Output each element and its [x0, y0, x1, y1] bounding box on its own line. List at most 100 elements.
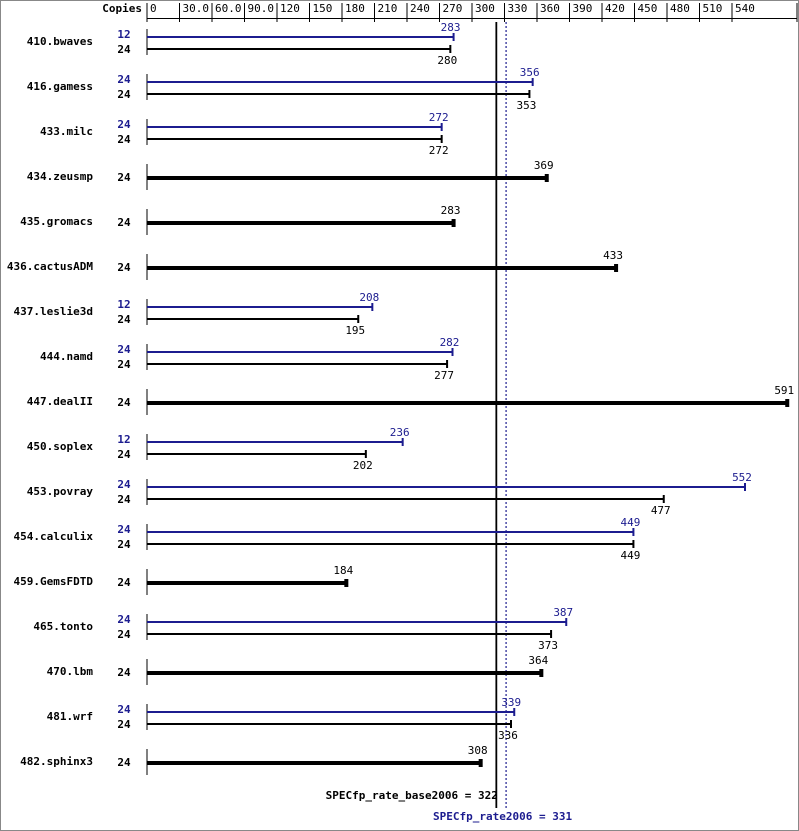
bar: [147, 540, 635, 548]
copies-label: 24: [117, 88, 131, 101]
bar: [147, 399, 790, 407]
bar: [147, 78, 534, 86]
bar: [147, 438, 404, 446]
benchmark-label: 465.tonto: [33, 620, 93, 633]
copies-label: 24: [117, 493, 131, 506]
benchmark-label: 416.gamess: [27, 80, 93, 93]
value-label: 277: [434, 369, 454, 382]
value-label: 369: [534, 159, 554, 172]
benchmark-label: 481.wrf: [47, 710, 93, 723]
x-tick-label: 270: [443, 2, 463, 15]
benchmark-label: 435.gromacs: [20, 215, 93, 228]
value-label: 336: [498, 729, 518, 742]
bar: [147, 90, 531, 98]
copies-label: 12: [117, 298, 130, 311]
value-label: 353: [516, 99, 536, 112]
bar: [147, 360, 449, 368]
value-label: 387: [553, 606, 573, 619]
copies-label: 24: [117, 576, 131, 589]
bar: [147, 315, 360, 323]
bar: [147, 720, 512, 728]
value-label: 282: [440, 336, 460, 349]
value-label: 591: [774, 384, 794, 397]
x-tick-label: 120: [280, 2, 300, 15]
bar: [147, 33, 455, 41]
value-label: 208: [359, 291, 379, 304]
bar: [147, 630, 553, 638]
bar: [147, 618, 568, 626]
copies-label: 24: [117, 216, 131, 229]
benchmark-label: 450.soplex: [27, 440, 94, 453]
x-tick-label: 450: [638, 2, 658, 15]
copies-label: 24: [117, 343, 131, 356]
x-tick-label: 180: [345, 2, 365, 15]
copies-label: 24: [117, 358, 131, 371]
value-label: 449: [620, 516, 640, 529]
bar: [147, 123, 443, 131]
benchmark-label: 444.namd: [40, 350, 93, 363]
copies-label: 24: [117, 756, 131, 769]
copies-label: 24: [117, 538, 131, 551]
bar: [147, 528, 635, 536]
x-tick-label: 240: [410, 2, 430, 15]
bar: [147, 483, 746, 491]
bar: [147, 495, 665, 503]
copies-label: 24: [117, 313, 131, 326]
value-label: 433: [603, 249, 623, 262]
copies-label: 24: [117, 261, 131, 274]
copies-label: 24: [117, 73, 131, 86]
bar: [147, 348, 454, 356]
value-label: 552: [732, 471, 752, 484]
x-tick-label: 480: [670, 2, 690, 15]
x-tick-label: 90.0: [248, 2, 275, 15]
bar: [147, 45, 452, 53]
copies-label: 24: [117, 628, 131, 641]
copies-label: 24: [117, 613, 131, 626]
value-label: 272: [429, 144, 449, 157]
benchmark-label: 447.dealII: [27, 395, 93, 408]
bar: [147, 135, 443, 143]
bar: [147, 219, 456, 227]
benchmark-label: 454.calculix: [14, 530, 94, 543]
bar: [147, 579, 349, 587]
value-label: 236: [390, 426, 410, 439]
value-label: 280: [437, 54, 457, 67]
bar: [147, 708, 516, 716]
x-tick-label: 30.0: [183, 2, 210, 15]
value-label: 184: [333, 564, 353, 577]
value-label: 477: [651, 504, 671, 517]
copies-label: 24: [117, 133, 131, 146]
benchmark-label: 437.leslie3d: [14, 305, 93, 318]
bar: [147, 669, 544, 677]
reference-label: SPECfp_rate2006 = 331: [433, 810, 572, 823]
copies-label: 24: [117, 171, 131, 184]
copies-label: 24: [117, 523, 131, 536]
copies-label: 24: [117, 43, 131, 56]
copies-label: 24: [117, 718, 131, 731]
benchmark-label: 410.bwaves: [27, 35, 93, 48]
bar: [147, 303, 374, 311]
value-label: 364: [528, 654, 548, 667]
copies-label: 24: [117, 396, 131, 409]
value-label: 283: [441, 21, 461, 34]
benchmark-label: 434.zeusmp: [27, 170, 94, 183]
x-tick-label: 210: [378, 2, 398, 15]
value-label: 339: [501, 696, 521, 709]
bar: [147, 450, 367, 458]
x-tick-label: 300: [475, 2, 495, 15]
benchmark-label: 459.GemsFDTD: [14, 575, 94, 588]
x-tick-label: 540: [735, 2, 755, 15]
x-tick-label: 0: [150, 2, 157, 15]
x-tick-label: 330: [508, 2, 528, 15]
benchmark-label: 470.lbm: [47, 665, 94, 678]
copies-label: 24: [117, 118, 131, 131]
x-tick-label: 510: [703, 2, 723, 15]
copies-label: 12: [117, 28, 130, 41]
value-label: 356: [520, 66, 540, 79]
bar: [147, 759, 483, 767]
value-label: 202: [353, 459, 373, 472]
bar: [147, 174, 549, 182]
benchmark-label: 482.sphinx3: [20, 755, 93, 768]
copies-label: 24: [117, 666, 131, 679]
